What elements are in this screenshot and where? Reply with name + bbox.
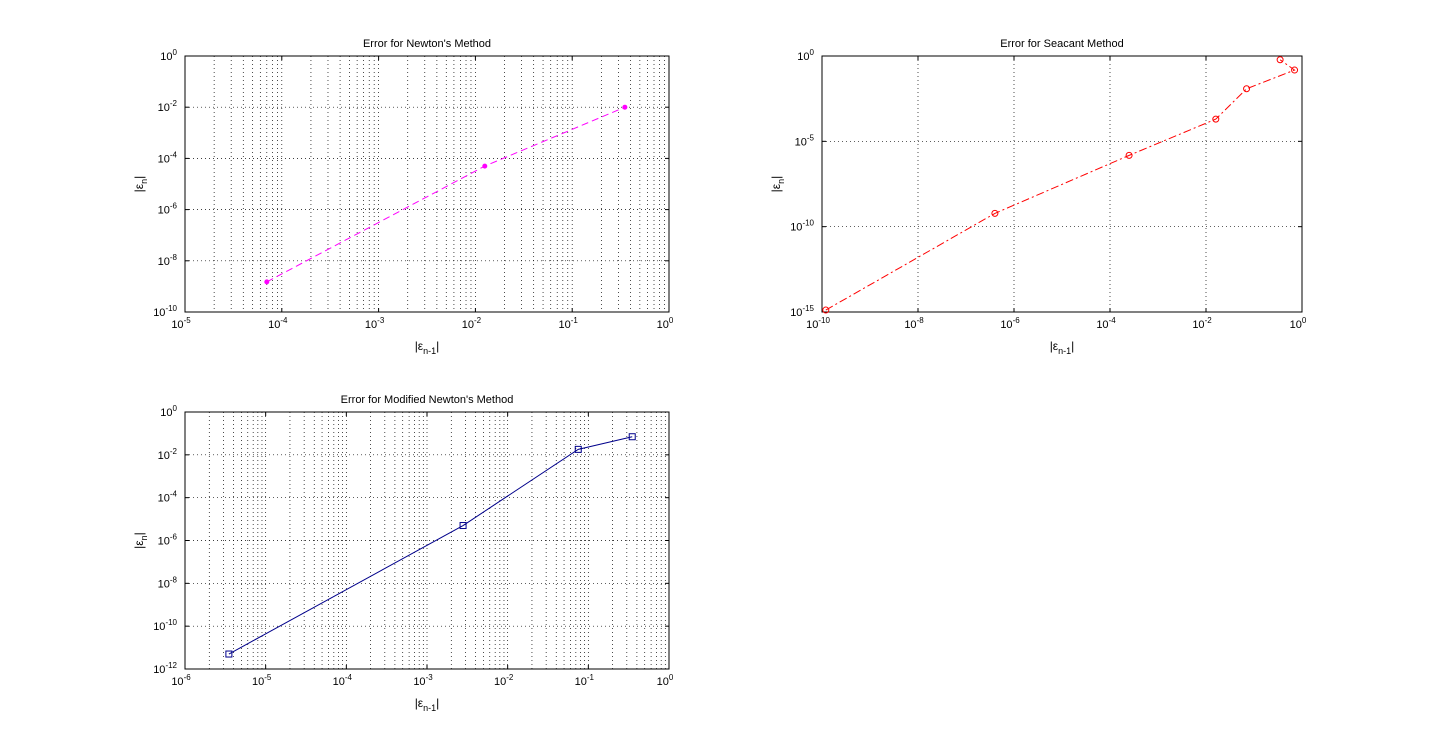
data-point bbox=[822, 306, 830, 314]
x-tick-label: 10-10 bbox=[806, 316, 830, 331]
x-tick-label: 10-2 bbox=[462, 316, 482, 331]
y-tick-label: 100 bbox=[797, 48, 814, 63]
grid bbox=[185, 56, 669, 312]
series-line bbox=[825, 59, 1296, 311]
data-point bbox=[1125, 151, 1133, 159]
x-axis-label: |εn-1| bbox=[1050, 339, 1075, 356]
y-tick-label: 10-2 bbox=[158, 99, 178, 114]
y-tick-label: 10-10 bbox=[153, 618, 177, 633]
y-axis-label: |εn| bbox=[132, 176, 149, 193]
y-tick-label: 10-4 bbox=[158, 490, 178, 505]
series-line bbox=[228, 436, 633, 655]
data-point bbox=[622, 104, 628, 110]
data-point bbox=[1212, 115, 1220, 123]
chart-3: 10-6 10-5 10-4 10-3 10-2 10-1 100 10-12 10-10 10-… bbox=[132, 394, 674, 713]
x-tick-label: 10-5 bbox=[252, 673, 272, 688]
y-tick-label: 10-8 bbox=[158, 575, 178, 590]
data-point bbox=[991, 209, 999, 217]
x-tick-label: 10-6 bbox=[171, 673, 191, 688]
axes-frame bbox=[184, 55, 670, 313]
y-tick-label: 10-6 bbox=[158, 533, 178, 548]
y-tick-label: 100 bbox=[160, 404, 177, 419]
chart-1: 10-5 10-4 10-3 10-2 10-1 100 10-10 10-8 10-6 10-4… bbox=[132, 38, 674, 356]
plot-area bbox=[185, 56, 669, 312]
x-tick-label: 10-3 bbox=[365, 316, 385, 331]
x-tick-label: 10-1 bbox=[575, 673, 595, 688]
y-tick-label: 10-10 bbox=[790, 219, 814, 234]
y-tick-label: 100 bbox=[160, 48, 177, 63]
y-tick-label: 10-2 bbox=[158, 447, 178, 462]
x-tick-label: 10-1 bbox=[559, 316, 579, 331]
x-tick-label: 100 bbox=[1290, 316, 1307, 331]
x-axis-label: |εn-1| bbox=[415, 696, 440, 713]
data-point bbox=[1291, 66, 1299, 74]
data-point bbox=[1243, 85, 1251, 93]
y-tick-label: 10-12 bbox=[153, 661, 177, 676]
x-tick-label: 10-2 bbox=[1192, 316, 1212, 331]
y-axis-label: |εn| bbox=[132, 532, 149, 549]
x-tick-label: 10-4 bbox=[1096, 316, 1116, 331]
grid bbox=[822, 56, 1302, 312]
x-tick-label: 10-5 bbox=[171, 316, 191, 331]
y-tick-label: 10-6 bbox=[158, 202, 178, 217]
y-tick-label: 10-15 bbox=[790, 304, 814, 319]
y-tick-label: 10-5 bbox=[795, 133, 815, 148]
data-point bbox=[574, 445, 582, 453]
axes-frame bbox=[821, 55, 1303, 313]
chart-2: 10-10 10-8 10-6 10-4 10-2 10010-1510-1010-510… bbox=[769, 38, 1307, 356]
x-tick-label: 10-4 bbox=[268, 316, 288, 331]
chart-title: Error for Seacant Method bbox=[1000, 38, 1124, 50]
x-tick-label: 100 bbox=[657, 673, 674, 688]
y-tick-label: 10-8 bbox=[158, 253, 178, 268]
chart-title: Error for Newton's Method bbox=[363, 38, 491, 50]
x-tick-label: 10-8 bbox=[904, 316, 924, 331]
data-point bbox=[482, 163, 488, 169]
y-tick-label: 10-10 bbox=[153, 304, 177, 319]
data-point bbox=[1276, 56, 1284, 64]
y-axis-label: |εn| bbox=[769, 176, 786, 193]
data-point bbox=[264, 279, 270, 285]
x-tick-label: 100 bbox=[657, 316, 674, 331]
y-tick-label: 10-4 bbox=[158, 150, 178, 165]
x-tick-label: 10-4 bbox=[333, 673, 353, 688]
data-point bbox=[628, 433, 636, 441]
data-point bbox=[459, 522, 467, 530]
x-axis-label: |εn-1| bbox=[415, 339, 440, 356]
chart-title: Error for Modified Newton's Method bbox=[341, 394, 514, 406]
x-tick-label: 10-6 bbox=[1000, 316, 1020, 331]
x-tick-label: 10-3 bbox=[413, 673, 433, 688]
data-point bbox=[225, 650, 233, 658]
x-tick-label: 10-2 bbox=[494, 673, 514, 688]
